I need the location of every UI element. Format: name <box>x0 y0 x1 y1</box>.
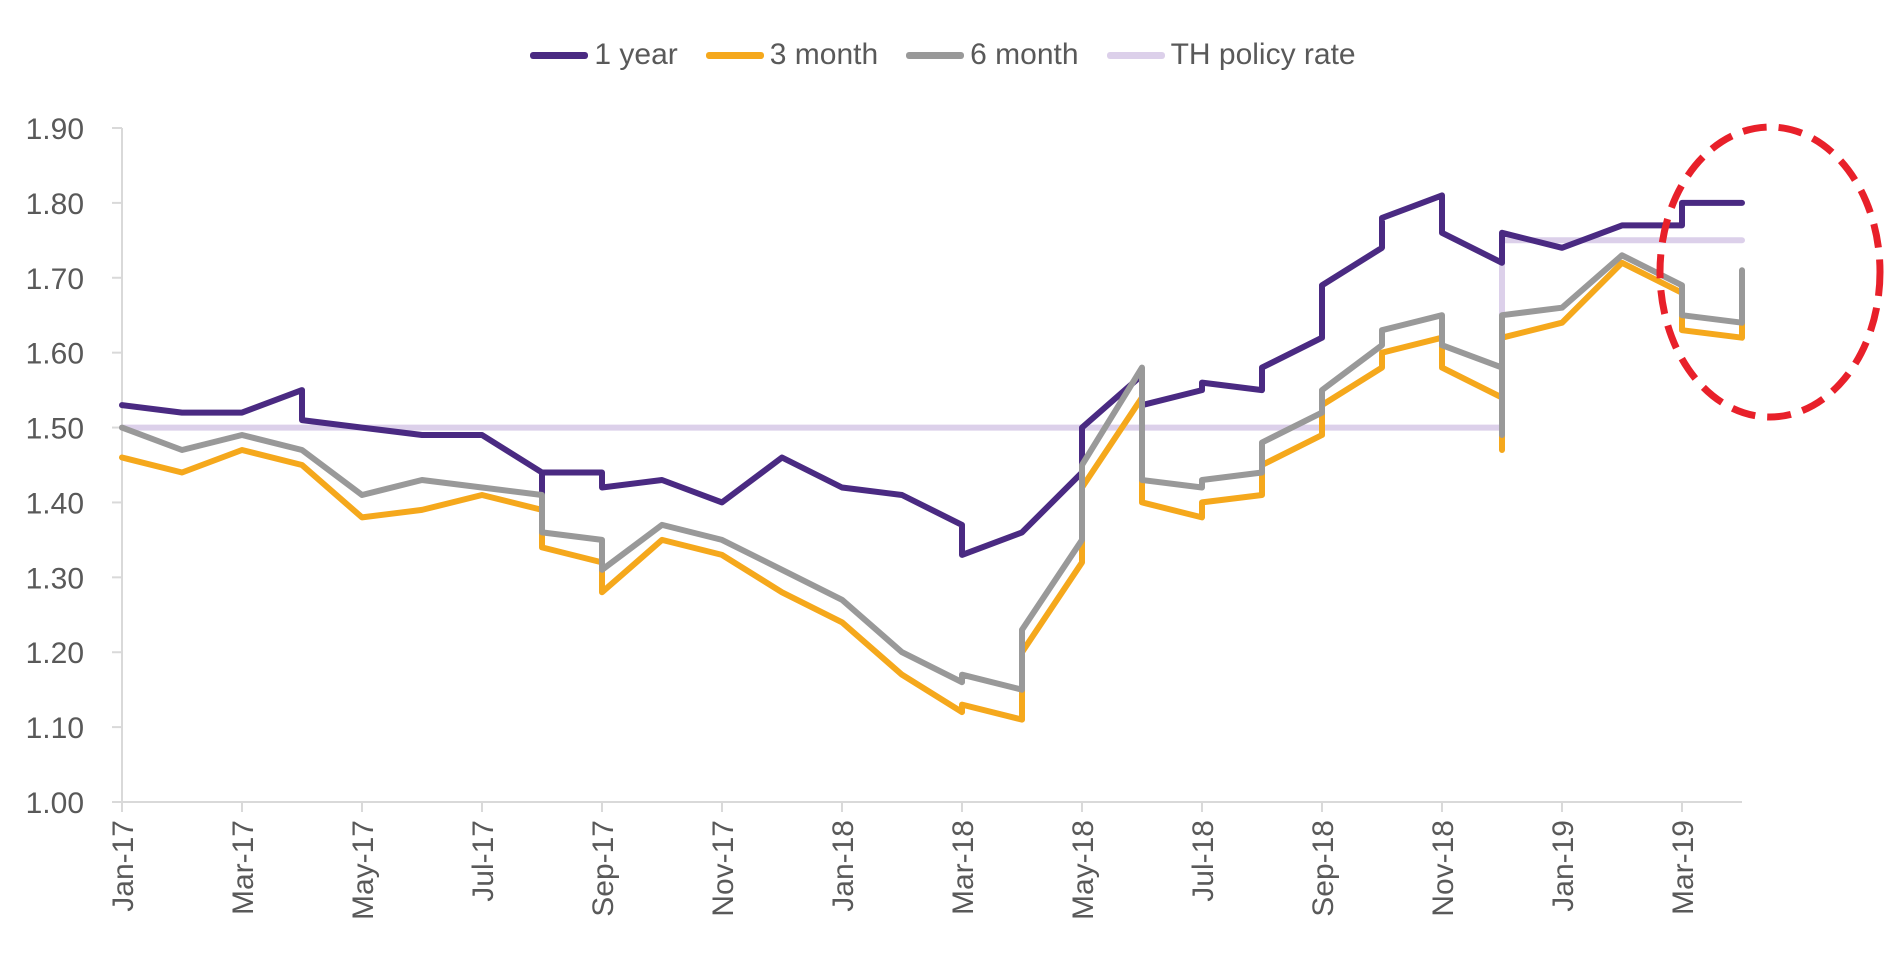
legend-item: 6 month <box>906 38 1079 72</box>
x-tick-label: Mar-18 <box>947 820 980 915</box>
x-tick-label: Jan-17 <box>107 820 140 912</box>
series-lines <box>119 192 1745 723</box>
legend-swatch <box>1106 51 1165 59</box>
legend-label: TH policy rate <box>1170 38 1356 71</box>
highlight-ellipse <box>1656 123 1884 421</box>
y-tick-label: 1.40 <box>26 487 84 520</box>
annotations <box>1656 123 1884 421</box>
series-line <box>119 192 1745 558</box>
y-tick-label: 1.00 <box>26 787 84 820</box>
y-tick-label: 1.80 <box>26 188 84 221</box>
x-tick-label: Nov-17 <box>707 820 740 917</box>
x-tick-label: Jan-19 <box>1547 820 1580 912</box>
x-tick-label: May-18 <box>1067 820 1100 920</box>
x-tick-label: Jul-18 <box>1187 820 1220 902</box>
x-tick-label: May-17 <box>347 820 380 920</box>
legend-swatch <box>705 51 764 59</box>
series-line <box>119 252 1745 693</box>
x-tick-label: Nov-18 <box>1427 820 1460 917</box>
y-tick-label: 1.10 <box>26 712 84 745</box>
legend-item: TH policy rate <box>1106 38 1356 72</box>
x-axis-tick-labels: Jan-17 Mar-17 May-17 Jul-17 Sep-17 Nov-17 Jan-… <box>107 820 1700 920</box>
x-tick-label: Mar-17 <box>227 820 260 915</box>
x-tick-label: Jan-18 <box>827 820 860 912</box>
legend-swatch <box>530 51 589 59</box>
y-tick-label: 1.20 <box>26 637 84 670</box>
y-tick-label: 1.70 <box>26 263 84 296</box>
x-tick-label: Jul-17 <box>467 820 500 902</box>
y-tick-label: 1.30 <box>26 562 84 595</box>
legend-label: 1 year <box>594 38 678 71</box>
y-tick-label: 1.50 <box>26 413 84 446</box>
x-tick-label: Sep-18 <box>1307 820 1340 917</box>
y-tick-label: 1.90 <box>26 113 84 146</box>
legend-label: 6 month <box>970 38 1079 71</box>
legend-label: 3 month <box>769 38 879 71</box>
legend-item: 3 month <box>705 38 879 72</box>
y-axis-tick-labels: 1.00 1.10 1.20 1.30 1.40 1.50 1.60 1.70 1.80 1.90 <box>26 113 84 820</box>
chart-axes <box>112 127 1742 812</box>
x-tick-label: Sep-17 <box>587 820 620 917</box>
chart-legend: 1 year 3 month 6 month TH policy rate <box>0 30 1886 80</box>
legend-swatch <box>906 51 965 59</box>
x-tick-label: Mar-19 <box>1667 820 1700 915</box>
y-tick-label: 1.60 <box>26 338 84 371</box>
legend-item: 1 year <box>530 38 678 72</box>
